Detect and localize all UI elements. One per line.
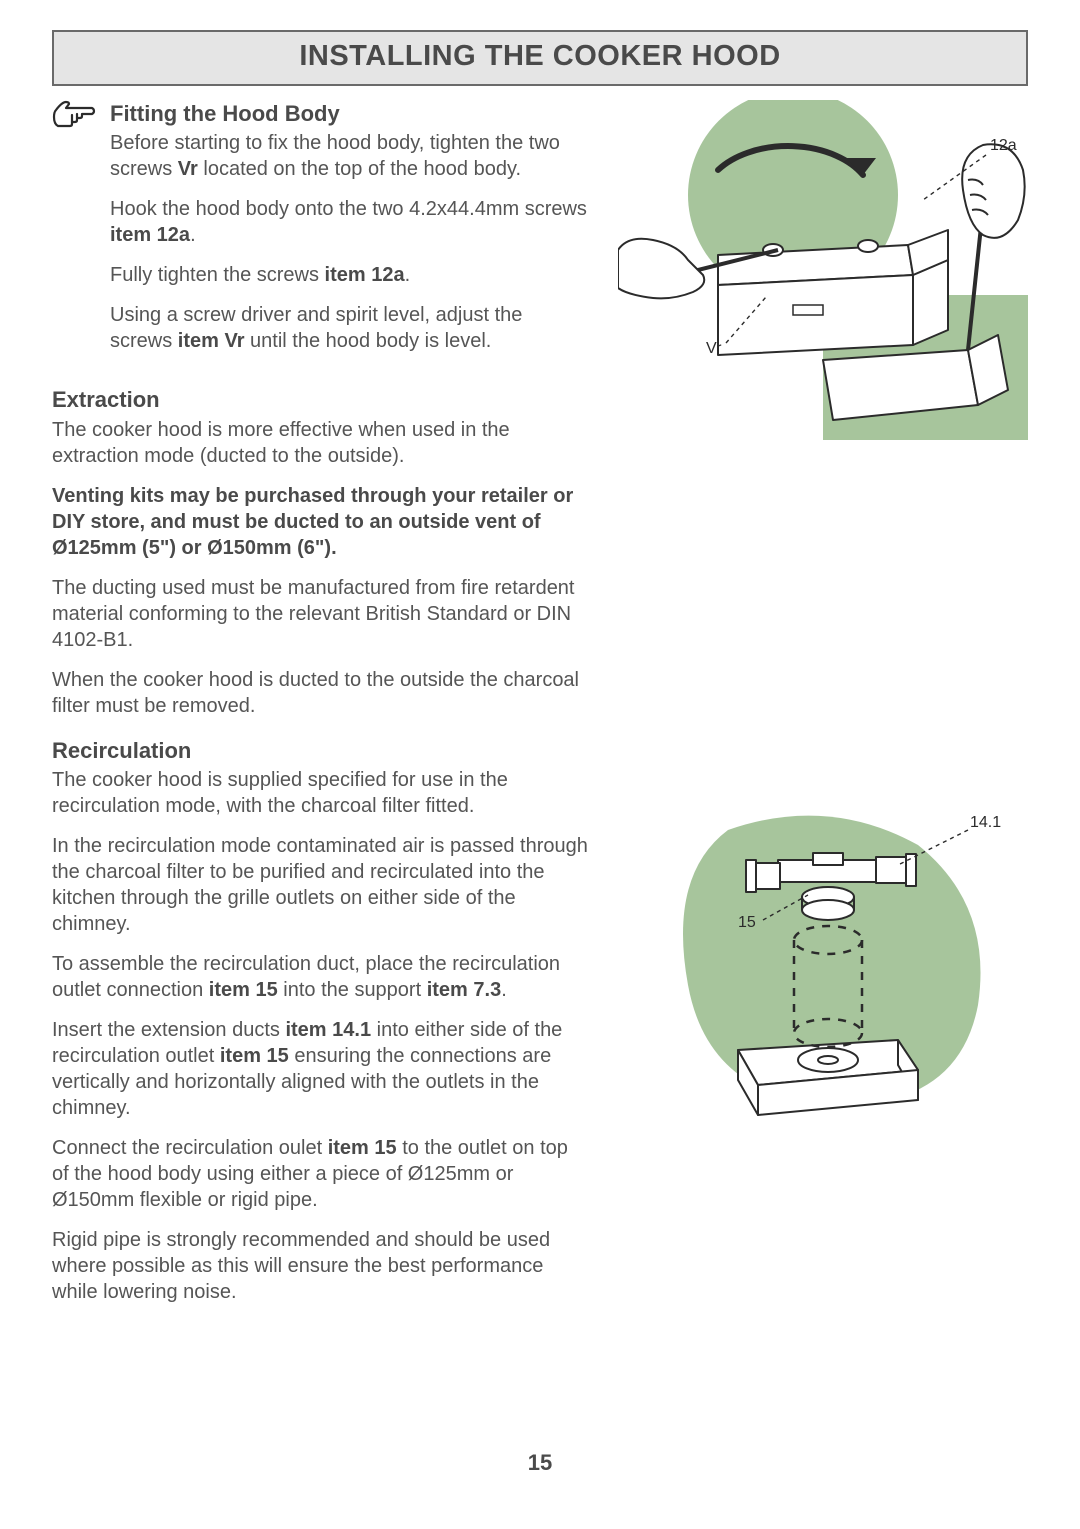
extraction-p1: The cooker hood is more effective when u… <box>52 417 590 469</box>
fitting-section: Fitting the Hood Body Before starting to… <box>110 100 590 369</box>
extraction-p4: When the cooker hood is ducted to the ou… <box>52 667 590 719</box>
recirc-p6: Rigid pipe is strongly recommended and s… <box>52 1227 590 1305</box>
text-column: Fitting the Hood Body Before starting to… <box>52 100 590 1320</box>
label-14-1: 14.1 <box>970 814 1001 831</box>
recirc-heading: Recirculation <box>52 737 590 766</box>
illustration-column: Vr 12a <box>618 100 1028 1320</box>
fitting-heading: Fitting the Hood Body <box>110 100 590 129</box>
recirc-p3: To assemble the recirculation duct, plac… <box>52 951 590 1003</box>
extraction-heading: Extraction <box>52 386 590 415</box>
label-12a: 12a <box>990 137 1017 154</box>
recirc-p5: Connect the recirculation oulet item 15 … <box>52 1135 590 1213</box>
content-columns: Fitting the Hood Body Before starting to… <box>52 100 1028 1320</box>
fitting-p4: Using a screw driver and spirit level, a… <box>110 302 590 354</box>
fitting-p3: Fully tighten the screws item 12a. <box>110 262 590 288</box>
label-vr: Vr <box>706 340 722 357</box>
fitting-p1: Before starting to fix the hood body, ti… <box>110 130 590 182</box>
illustration-recirculation: 15 14.1 <box>618 805 1028 1125</box>
pointing-hand-icon <box>52 100 96 134</box>
recirc-p4: Insert the extension ducts item 14.1 int… <box>52 1017 590 1121</box>
extraction-p3: The ducting used must be manufactured fr… <box>52 575 590 653</box>
fitting-heading-row: Fitting the Hood Body Before starting to… <box>52 100 590 369</box>
fitting-p2: Hook the hood body onto the two 4.2x44.4… <box>110 196 590 248</box>
page-number: 15 <box>52 1449 1028 1478</box>
label-15: 15 <box>738 914 756 931</box>
extraction-p2: Venting kits may be purchased through yo… <box>52 483 590 561</box>
illustration-fitting: Vr 12a <box>618 100 1028 440</box>
page-title: INSTALLING THE COOKER HOOD <box>54 38 1026 76</box>
recirc-p2: In the recirculation mode contaminated a… <box>52 833 590 937</box>
page-title-box: INSTALLING THE COOKER HOOD <box>52 30 1028 86</box>
recirc-p1: The cooker hood is supplied specified fo… <box>52 767 590 819</box>
